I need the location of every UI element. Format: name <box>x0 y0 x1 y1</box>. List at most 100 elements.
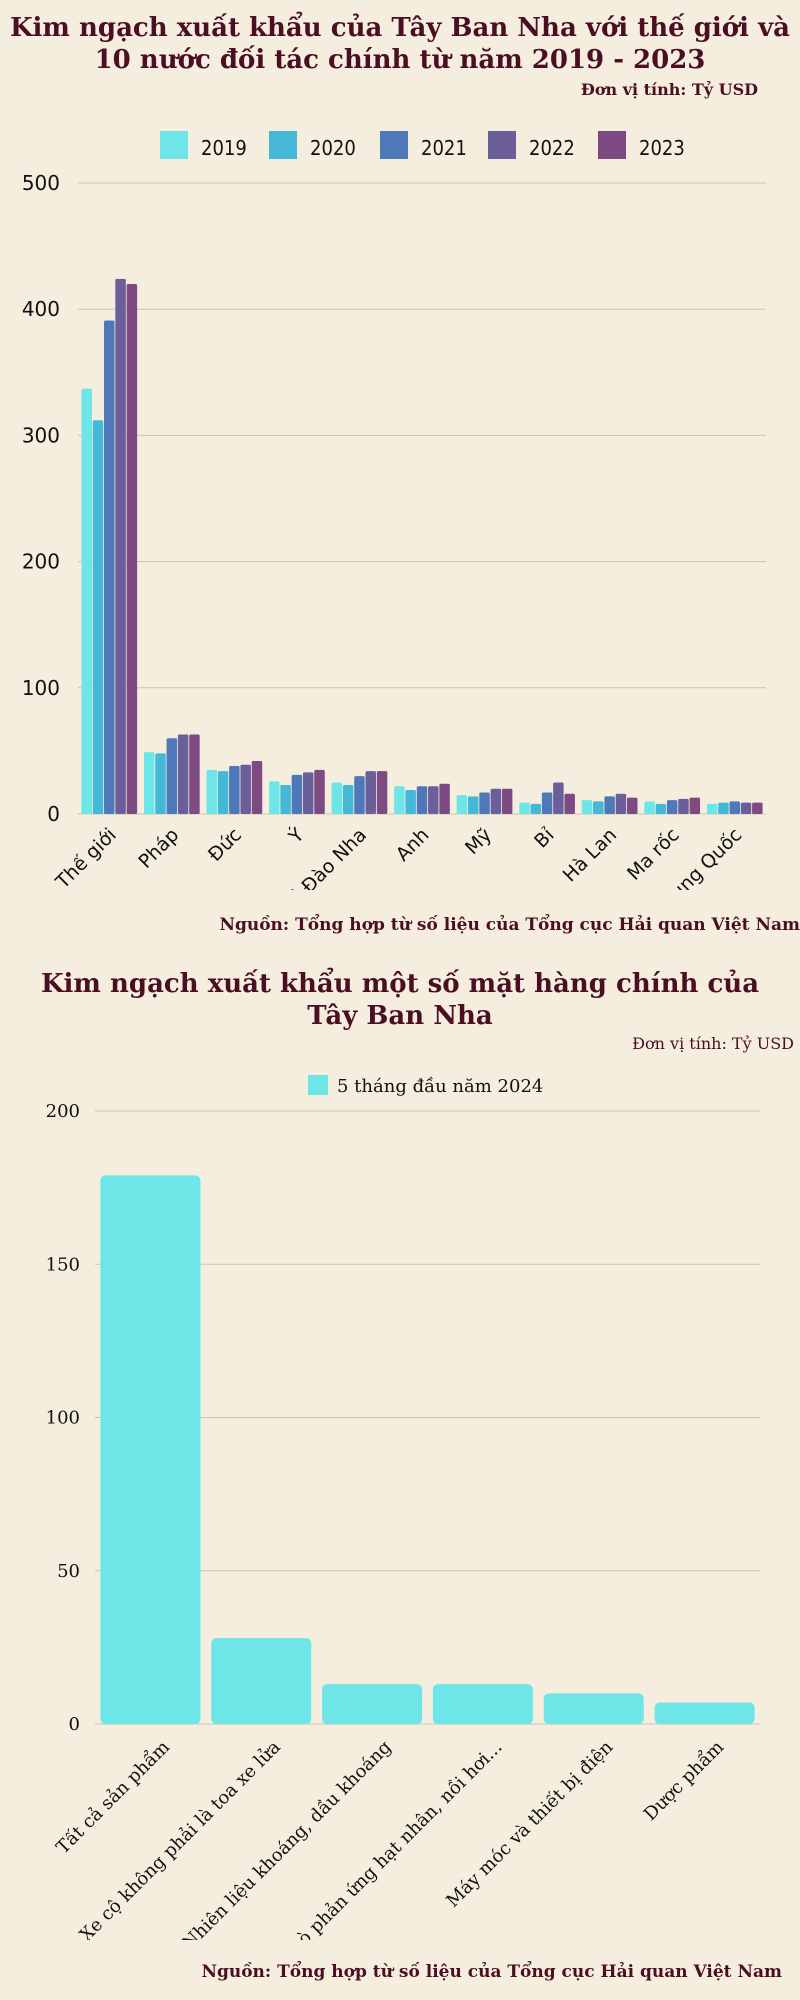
chart2-title-line2: Tây Ban Nha <box>307 1001 493 1031</box>
chart1-bar <box>365 771 377 814</box>
chart1-bar <box>593 801 604 814</box>
chart1-bar <box>206 769 218 814</box>
chart1-bar <box>126 283 138 814</box>
chart1-bar <box>155 753 166 814</box>
chart2-source: Nguồn: Tổng hợp từ số liệu của Tổng cục … <box>201 1962 782 1982</box>
chart2-bar <box>211 1638 312 1724</box>
chart1-bar <box>143 752 155 814</box>
chart1-legend-swatch <box>598 131 626 159</box>
chart2-xtick-label: Dược phẩm <box>639 1736 728 1825</box>
chart1-legend-swatch <box>269 131 297 159</box>
chart1-bar <box>177 734 189 814</box>
chart1-bar <box>269 781 280 814</box>
chart1-bar <box>342 784 354 814</box>
chart1-bar <box>541 792 553 814</box>
chart2-bar <box>322 1684 423 1724</box>
chart1-bar <box>718 802 729 814</box>
chart1-bar <box>217 771 229 814</box>
chart1-bar <box>752 802 763 814</box>
chart1-bar <box>479 792 490 814</box>
chart2-unit: Đơn vị tính: Tỷ USD <box>632 1034 794 1053</box>
chart2-ytick-label: 200 <box>46 1101 80 1122</box>
chart1-bar <box>104 320 115 814</box>
chart1-legend-item: 2022 <box>488 131 575 160</box>
chart1-xtick-label: Bỉ <box>530 824 559 853</box>
chart1-bar <box>428 786 439 814</box>
chart1-xtick-label: Ma rốc <box>623 824 684 885</box>
chart2-title: Kim ngạch xuất khẩu một số mặt hàng chín… <box>0 968 800 1032</box>
chart1-xtick-label: Thế giới <box>51 824 121 890</box>
chart2-xtick-label: Nhiên liệu khoáng, dầu khoáng <box>178 1737 395 1940</box>
chart1-bar <box>530 803 542 814</box>
chart1-legend-label: 2020 <box>310 136 356 160</box>
chart1-ytick-label: 400 <box>22 297 60 321</box>
chart1-bar <box>740 802 752 814</box>
chart1-bar <box>729 801 740 814</box>
chart1-bar <box>553 782 564 814</box>
chart2-xtick-label: Tất cả sản phẩm <box>52 1736 174 1858</box>
chart1-bar <box>626 797 638 814</box>
chart2-ytick-label: 150 <box>46 1254 80 1275</box>
chart1-legend-label: 2022 <box>529 136 575 160</box>
chart2-bar <box>543 1693 644 1724</box>
chart2-legend-item: 5 tháng đầu năm 2024 <box>308 1075 543 1097</box>
chart1-bar <box>376 771 388 814</box>
chart1-legend-item: 2020 <box>269 131 356 160</box>
chart1-ytick-label: 300 <box>22 423 60 447</box>
chart1-bar <box>467 796 479 814</box>
chart1-title-line2: 10 nước đối tác chính từ năm 2019 - 2023 <box>94 45 706 75</box>
chart1-ytick-label: 500 <box>22 171 60 195</box>
chart1-svg: 2019 2020 2021 2022 2023 0 100 200 300 400 500 Thế … <box>22 131 766 890</box>
chart1-bar <box>439 783 450 814</box>
chart2-xtick-label: Lò phản ứng hạt nhân, nồi hơi... <box>285 1737 506 1940</box>
chart1-bar <box>189 734 200 814</box>
chart1-bar <box>678 798 689 814</box>
chart1-bar <box>655 803 667 814</box>
chart1-bar <box>519 802 530 814</box>
chart1-title: Kim ngạch xuất khẩu của Tây Ban Nha với … <box>0 12 800 76</box>
chart1-bar <box>354 776 365 814</box>
chart2-bar <box>432 1684 533 1724</box>
chart1-legend-swatch <box>160 131 188 159</box>
chart1-bar <box>706 803 718 814</box>
chart1-xtick-label: Đức <box>204 824 246 866</box>
chart1-legend-swatch <box>380 131 408 159</box>
chart1-legend-item: 2019 <box>160 131 247 160</box>
chart1-bar <box>115 278 126 814</box>
chart2-svg: 5 tháng đầu năm 2024 0 50 100 150 200 Tất cả s… <box>46 1075 760 1940</box>
chart2-bar <box>100 1175 201 1724</box>
chart2-legend-label: 5 tháng đầu năm 2024 <box>337 1076 543 1097</box>
chart2-legend-swatch <box>308 1075 328 1095</box>
chart1-bar <box>615 793 627 814</box>
chart1-bar <box>314 769 325 814</box>
chart1-legend-item: 2021 <box>380 131 467 160</box>
chart1-legend-item: 2023 <box>598 131 685 160</box>
chart2-bar <box>654 1702 755 1724</box>
chart1-bar <box>456 795 468 814</box>
chart1-bar <box>405 790 416 814</box>
chart1-bar <box>644 801 655 814</box>
chart2-ytick-label: 100 <box>46 1408 80 1429</box>
chart1-bar <box>501 788 513 814</box>
chart1-ytick-label: 200 <box>22 550 60 574</box>
chart1-bar <box>302 772 314 814</box>
chart1-bar <box>240 764 251 814</box>
chart1-bar <box>490 788 502 814</box>
chart1-ytick-label: 100 <box>22 676 60 700</box>
chart1-bar <box>394 786 405 814</box>
chart1-legend-label: 2021 <box>421 136 467 160</box>
chart1-xtick-label: Mỹ <box>461 824 496 859</box>
chart1-legend-swatch <box>488 131 516 159</box>
chart1-bar <box>166 738 178 814</box>
chart1-xtick-label: Ý <box>283 823 308 848</box>
chart1-bar <box>416 786 428 814</box>
chart1-bar <box>280 784 291 814</box>
chart1-bar <box>291 774 303 814</box>
chart1-bar <box>331 782 343 814</box>
chart1-legend-label: 2023 <box>639 136 685 160</box>
chart1-bar <box>666 800 678 814</box>
chart1-unit: Đơn vị tính: Tỷ USD <box>580 80 758 99</box>
chart2-ytick-label: 50 <box>57 1561 80 1582</box>
chart1-xtick-label: Pháp <box>134 824 183 873</box>
